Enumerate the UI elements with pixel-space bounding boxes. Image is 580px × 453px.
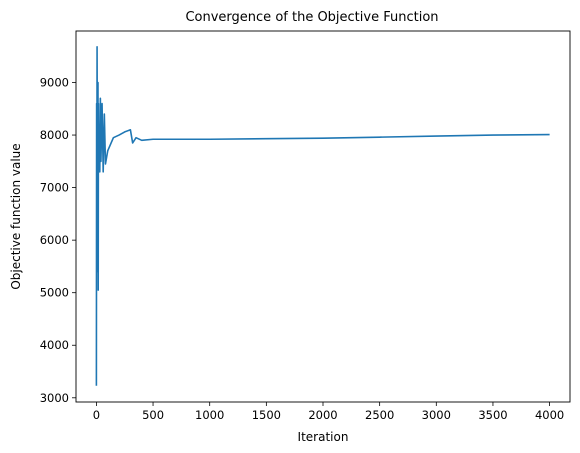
plot-frame	[75, 30, 571, 403]
x-tick-label: 1500	[252, 408, 281, 422]
x-tick-label: 3000	[422, 408, 451, 422]
x-tick-label: 0	[93, 408, 100, 422]
x-tick-label: 1000	[195, 408, 224, 422]
y-tick-label: 3000	[40, 391, 69, 405]
series-line	[95, 45, 550, 386]
y-tick-label: 7000	[40, 181, 69, 195]
y-tick-label: 5000	[40, 286, 69, 300]
x-tick-label: 500	[142, 408, 164, 422]
y-tick-label: 9000	[40, 75, 69, 89]
x-tick-label: 2000	[308, 408, 337, 422]
x-tick-label: 4000	[535, 408, 564, 422]
chart-title: Convergence of the Objective Function	[185, 10, 438, 25]
y-tick-label: 8000	[40, 128, 69, 142]
x-axis-label: Iteration	[298, 430, 349, 444]
y-tick-label: 4000	[40, 338, 69, 352]
y-tick-label: 6000	[40, 233, 69, 247]
plot-area	[75, 30, 571, 403]
x-tick-label: 2500	[365, 408, 394, 422]
y-axis: 3000 4000 5000 6000 7000 8000 9000	[40, 75, 76, 405]
y-axis-label: Objective function value	[9, 143, 23, 289]
x-axis: 0 500 1000 1500 2000 2500 3000 3500 4000	[93, 402, 564, 422]
x-tick-label: 3500	[478, 408, 507, 422]
